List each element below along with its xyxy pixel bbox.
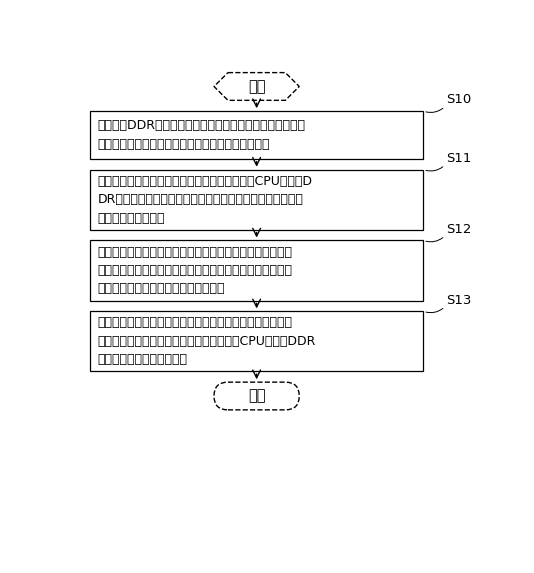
Text: S13: S13 [446,294,472,307]
FancyBboxPatch shape [214,382,299,410]
Polygon shape [90,241,423,300]
Polygon shape [90,111,423,159]
Text: 在初步确定所述异常状态为异常待定时，更新所述读写频率
，对所述地址空间进行读写操作，继续判断CPU连接到DDR
芯片的数据线是否存在异常: 在初步确定所述异常状态为异常待定时，更新所述读写频率 ，对所述地址空间进行读写操… [98,316,316,366]
Polygon shape [214,73,299,100]
Text: 在初步确定所述异常状态为出现异常时，根据对各地址空间
的写入数据、读出数据以及比特位信息，查找异常比特位，
并根据异常比特位计算对应异常数据线: 在初步确定所述异常状态为出现异常时，根据对各地址空间 的写入数据、读出数据以及比… [98,245,293,296]
Text: S10: S10 [446,93,472,107]
Text: S12: S12 [446,223,472,236]
Text: S11: S11 [446,152,472,165]
Text: 根据出现读写异常的地址空间的数量，初步确定CPU连接到D
DR芯片的数据线的异常状态。所述异常状态包括：不异常、
出现异常、异常待定: 根据出现读写异常的地址空间的数量，初步确定CPU连接到D DR芯片的数据线的异常… [98,175,313,225]
Polygon shape [90,170,423,230]
Text: 开始: 开始 [248,79,265,94]
Text: 结束: 结束 [248,388,265,403]
Polygon shape [90,311,423,371]
Text: 将由多个DDR芯片并联组成的内存划分为预定数量的地址空
间，以预定的读写频率对每一地址空间进行读写操作: 将由多个DDR芯片并联组成的内存划分为预定数量的地址空 间，以预定的读写频率对每… [98,119,306,151]
